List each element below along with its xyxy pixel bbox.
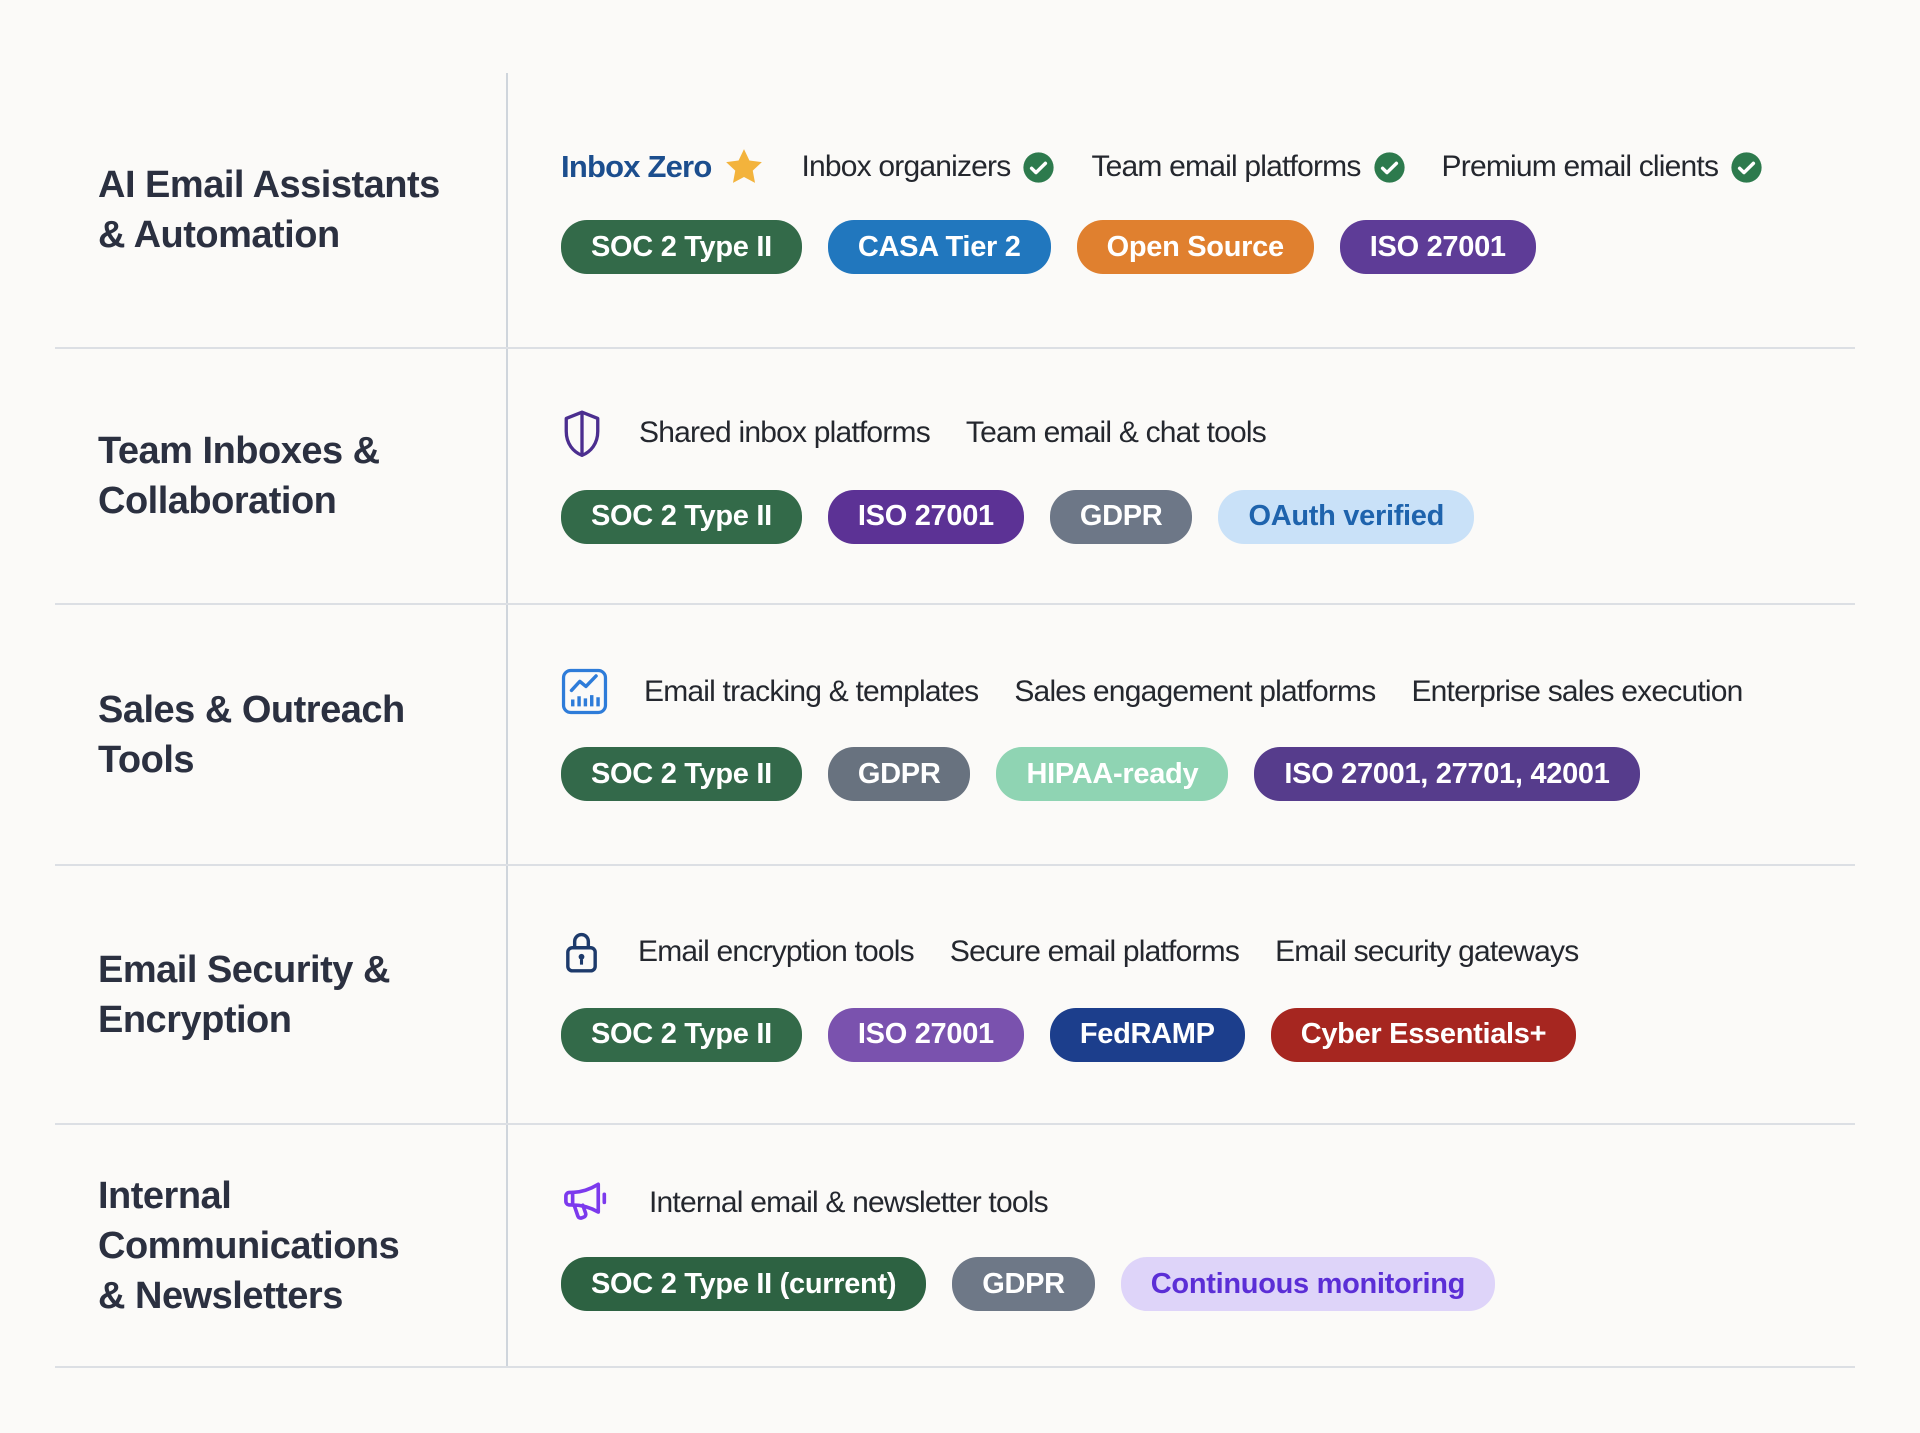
header-item: Secure email platforms: [949, 934, 1240, 968]
badge-iso-27001: ISO 27001: [827, 1007, 1024, 1062]
header-item: Team email platforms: [1091, 150, 1405, 184]
badge-iso-27001: ISO 27001: [827, 489, 1024, 544]
megaphone-icon: [561, 1180, 613, 1225]
badge-fedramp: FedRAMP: [1049, 1007, 1245, 1062]
header-item: Team email & chat tools: [965, 416, 1267, 449]
table-grid: AI Email Assistants & Automation Inbox Z…: [55, 73, 1855, 1368]
badge-cyber-essentials: Cyber Essentials+: [1270, 1007, 1577, 1062]
chart-icon: [561, 668, 608, 715]
badge-list: SOC 2 Type II ISO 27001 GDPR OAuth verif…: [561, 489, 1855, 544]
header-items: Email tracking & templates Sales engagem…: [561, 668, 1855, 715]
badge-casa-tier-2: CASA Tier 2: [827, 220, 1051, 274]
badge-list: SOC 2 Type II ISO 27001 FedRAMP Cyber Es…: [561, 1007, 1855, 1062]
badge-gdpr: GDPR: [827, 747, 971, 801]
check-circle-icon: [1373, 151, 1405, 183]
row-content: Email tracking & templates Sales engagem…: [506, 605, 1855, 864]
badge-soc2-current: SOC 2 Type II (current): [561, 1257, 927, 1311]
badge-list: SOC 2 Type II GDPR HIPAA-ready ISO 27001…: [561, 747, 1855, 801]
inbox-zero-link[interactable]: Inbox Zero: [561, 146, 765, 188]
category-label: Sales & Outreach Tools: [98, 688, 405, 781]
badge-list: SOC 2 Type II CASA Tier 2 Open Source IS…: [561, 220, 1855, 274]
category-label: Email Security & Encryption: [98, 948, 390, 1041]
row-ai-email-assistants: AI Email Assistants & Automation Inbox Z…: [55, 73, 1855, 349]
header-items: Email encryption tools Secure email plat…: [561, 928, 1855, 976]
badge-soc2: SOC 2 Type II: [561, 489, 802, 544]
category-label: Team Inboxes & Collaboration: [98, 430, 380, 522]
star-icon: [726, 149, 763, 183]
category-label: Internal Communications & Newsletters: [98, 1174, 400, 1317]
header-item: Enterprise sales execution: [1411, 674, 1743, 708]
badge-hipaa-ready: HIPAA-ready: [996, 747, 1229, 801]
check-circle-icon: [1023, 151, 1055, 183]
badge-soc2: SOC 2 Type II: [561, 1007, 802, 1062]
header-item: Sales engagement platforms: [1014, 674, 1376, 708]
lock-icon: [561, 928, 602, 976]
header-item: Internal email & newsletter tools: [649, 1185, 1049, 1219]
check-circle-icon: [1731, 151, 1762, 183]
row-content: Internal email & newsletter tools SOC 2 …: [506, 1125, 1855, 1366]
badge-gdpr: GDPR: [1049, 489, 1193, 544]
header-item: Inbox organizers: [801, 150, 1055, 184]
row-content: Email encryption tools Secure email plat…: [506, 866, 1855, 1123]
header-items: Inbox Zero Inbox organizers Team em: [561, 146, 1855, 188]
row-team-inboxes: Team Inboxes & Collaboration Shared inbo…: [55, 349, 1855, 605]
shield-icon: [561, 409, 603, 458]
header-items: Shared inbox platforms Team email & chat…: [561, 409, 1855, 458]
row-content: Inbox Zero Inbox organizers Team em: [506, 73, 1855, 347]
row-sales-outreach: Sales & Outreach Tools Email tracking & …: [55, 605, 1855, 866]
badge-soc2: SOC 2 Type II: [561, 747, 802, 801]
badge-iso-multi: ISO 27001, 27701, 42001: [1254, 747, 1640, 801]
category-label: AI Email Assistants & Automation: [98, 164, 440, 256]
header-items: Internal email & newsletter tools: [561, 1180, 1855, 1225]
row-content: Shared inbox platforms Team email & chat…: [506, 349, 1855, 603]
header-item: Premium email clients: [1442, 150, 1764, 184]
row-email-security: Email Security & Encryption Email encr: [55, 866, 1855, 1125]
badge-gdpr: GDPR: [952, 1257, 1095, 1311]
badge-open-source: Open Source: [1076, 220, 1314, 274]
badge-continuous-monitoring: Continuous monitoring: [1120, 1257, 1496, 1311]
badge-oauth-verified: OAuth verified: [1218, 489, 1475, 544]
column-divider: [506, 73, 508, 1368]
header-item: Shared inbox platforms: [639, 416, 931, 449]
row-internal-communications: Internal Communications & Newsletters: [55, 1125, 1855, 1368]
badge-list: SOC 2 Type II (current) GDPR Continuous …: [561, 1257, 1855, 1311]
badge-iso-27001: ISO 27001: [1339, 220, 1536, 274]
header-item: Email tracking & templates: [644, 674, 979, 708]
header-item: Email security gateways: [1275, 934, 1579, 968]
badge-soc2: SOC 2 Type II: [561, 220, 802, 274]
header-item: Email encryption tools: [638, 934, 915, 968]
